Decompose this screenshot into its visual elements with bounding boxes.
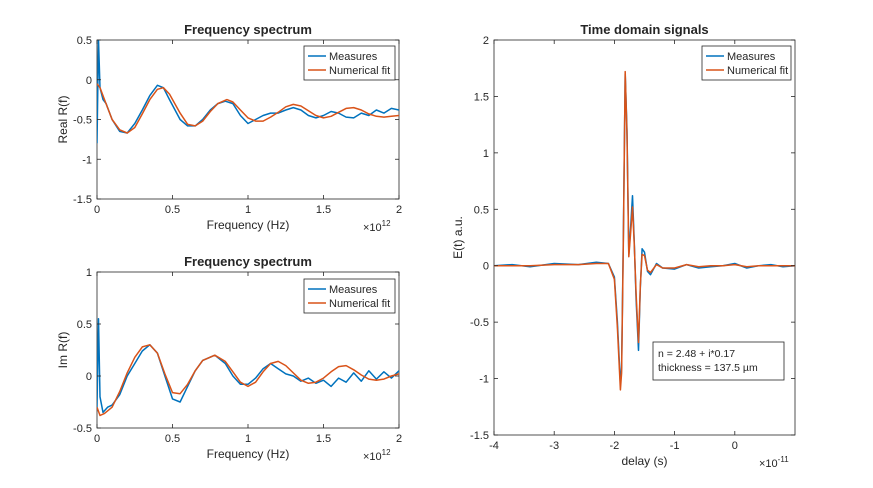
legend: Measures Numerical fit [303, 278, 396, 314]
x-tick-label: 0.5 [165, 204, 180, 216]
series-line-fit [494, 70, 795, 391]
y-tick-label: 2 [483, 35, 489, 47]
x-tick-label: -2 [610, 440, 620, 452]
annotation-line: n = 2.48 + i*0.17 [658, 348, 735, 360]
series-line-fit [97, 83, 399, 134]
legend-label-fit: Numerical fit [329, 298, 390, 310]
y-tick-label: 0 [483, 261, 489, 273]
y-tick-label: 0.5 [77, 35, 92, 47]
x-multiplier-exponent: 12 [382, 448, 391, 457]
legend-label-measures: Measures [329, 51, 378, 63]
x-multiplier: ×1012 [363, 219, 391, 234]
y-tick-label: -0.5 [470, 317, 489, 329]
x-tick-label: 1.5 [316, 433, 331, 445]
x-tick-label: 0 [94, 204, 100, 216]
x-multiplier: ×1012 [363, 448, 391, 463]
x-tick-label: 0.5 [165, 433, 180, 445]
y-axis-label: Im R(f) [56, 332, 70, 369]
legend: Measures Numerical fit [303, 45, 396, 81]
y-tick-label: 0.5 [77, 319, 92, 331]
legend-box [701, 45, 792, 81]
y-tick-label: 1.5 [474, 91, 489, 103]
chart-1: 0 0.5 1 1.5 2 -1.5 -1 -0.5 0 0.5 Frequency spectru… [56, 22, 402, 234]
x-multiplier: ×10-11 [759, 455, 789, 470]
chart-title: Frequency spectrum [184, 22, 312, 37]
annotation-box [652, 341, 785, 381]
y-tick-label: 0 [86, 371, 92, 383]
legend-box [303, 45, 396, 81]
y-tick-label: 0.5 [474, 204, 489, 216]
y-tick-label: -1 [479, 374, 489, 386]
x-tick-label: 2 [396, 204, 402, 216]
chart-title: Time domain signals [580, 22, 708, 37]
legend-label-measures: Measures [329, 284, 378, 296]
x-axis-label: Frequency (Hz) [207, 447, 290, 461]
chart-3: -4 -3 -2 -1 0 -1.5 -1 -0.5 0 0.5 1 1.5 2 Time domain … [451, 22, 796, 470]
y-axis-label: Real R(f) [56, 95, 70, 143]
y-tick-label: -0.5 [73, 423, 92, 435]
chart-title: Frequency spectrum [184, 254, 312, 269]
y-tick-label: -0.5 [73, 115, 92, 127]
y-axis-label: E(t) a.u. [451, 216, 465, 259]
series-line-fit [97, 344, 399, 417]
y-tick-label: 0 [86, 75, 92, 87]
series-line-measures [97, 318, 399, 414]
y-tick-label: -1.5 [73, 194, 92, 206]
x-tick-label: 1 [245, 433, 251, 445]
legend-box [303, 278, 396, 314]
x-axis-label: Frequency (Hz) [207, 218, 290, 232]
x-multiplier-exponent: -11 [778, 455, 790, 464]
x-tick-label: -1 [670, 440, 680, 452]
legend-label-measures: Measures [727, 51, 776, 63]
x-tick-label: 1.5 [316, 204, 331, 216]
x-tick-label: -3 [549, 440, 559, 452]
legend-label-fit: Numerical fit [329, 65, 390, 77]
x-axis-label: delay (s) [621, 454, 667, 468]
y-tick-label: -1.5 [470, 430, 489, 442]
legend: Measures Numerical fit [701, 45, 792, 81]
legend-label-fit: Numerical fit [727, 65, 788, 77]
y-tick-label: 1 [86, 267, 92, 279]
x-tick-label: 0 [732, 440, 738, 452]
y-tick-label: 1 [483, 148, 489, 160]
x-tick-label: 2 [396, 433, 402, 445]
annotation-line: thickness = 137.5 µm [658, 362, 758, 374]
y-tick-label: -1 [82, 154, 92, 166]
x-multiplier-exponent: 12 [382, 219, 391, 228]
x-tick-label: 0 [94, 433, 100, 445]
x-tick-label: 1 [245, 204, 251, 216]
x-tick-label: -4 [489, 440, 499, 452]
